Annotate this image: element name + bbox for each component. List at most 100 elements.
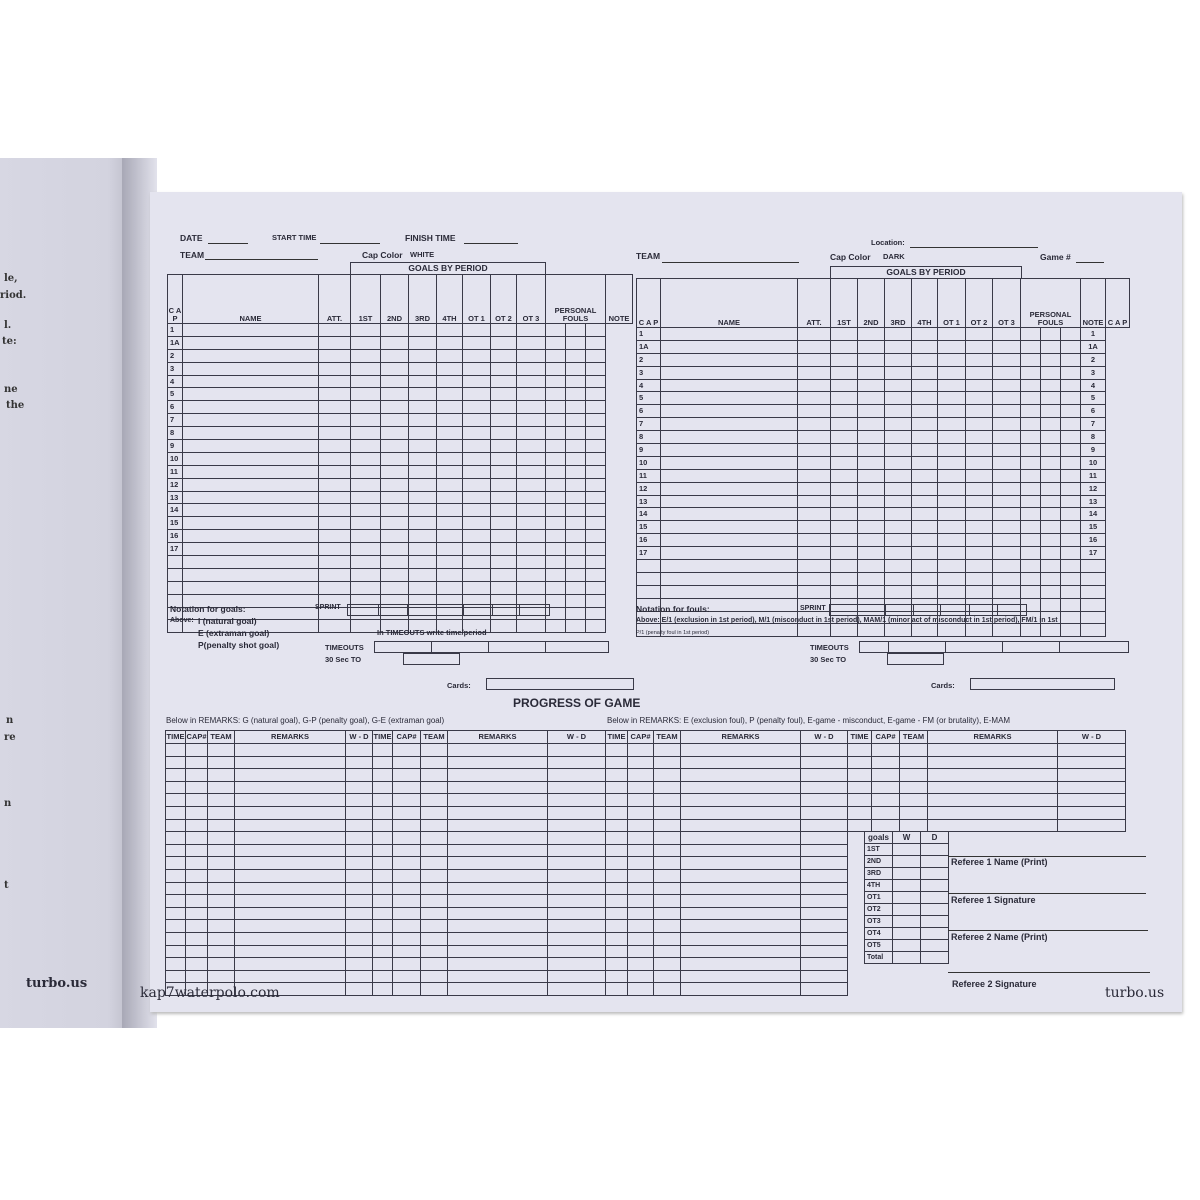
score-cell[interactable]: [965, 546, 993, 561]
progress-cell[interactable]: [847, 805, 872, 820]
score-cell[interactable]: [408, 439, 437, 453]
score-cell[interactable]: [830, 378, 858, 393]
score-cell[interactable]: [545, 335, 566, 350]
progress-cell[interactable]: [420, 805, 448, 820]
score-cell[interactable]: [1020, 507, 1041, 522]
score-cell[interactable]: [545, 503, 566, 518]
score-cell[interactable]: [992, 365, 1021, 380]
progress-cell[interactable]: [627, 969, 654, 984]
score-cell[interactable]: [911, 546, 938, 561]
progress-cell[interactable]: [345, 969, 373, 984]
progress-cell[interactable]: [165, 856, 186, 870]
score-cell[interactable]: [490, 400, 517, 415]
input-box[interactable]: [857, 604, 886, 616]
progress-cell[interactable]: [345, 831, 373, 845]
progress-cell[interactable]: [420, 969, 448, 984]
score-cell[interactable]: [565, 542, 586, 557]
score-cell[interactable]: [965, 584, 993, 599]
input-box[interactable]: [945, 641, 1003, 653]
d-cell[interactable]: [920, 843, 949, 856]
to30-left-box[interactable]: [403, 653, 460, 665]
score-cell[interactable]: [1059, 481, 1082, 496]
score-cell[interactable]: [884, 481, 912, 496]
progress-cell[interactable]: [800, 780, 848, 795]
progress-cell[interactable]: [447, 755, 548, 770]
score-cell[interactable]: [992, 391, 1021, 406]
score-cell[interactable]: [937, 494, 966, 509]
score-cell[interactable]: [660, 352, 798, 367]
score-cell[interactable]: [937, 571, 966, 586]
score-cell[interactable]: [1020, 391, 1041, 406]
score-cell[interactable]: [545, 413, 566, 428]
progress-cell[interactable]: [627, 780, 654, 795]
score-cell[interactable]: [350, 555, 381, 569]
progress-cell[interactable]: [547, 793, 606, 807]
score-cell[interactable]: [660, 533, 798, 548]
score-cell[interactable]: [182, 374, 319, 389]
progress-cell[interactable]: [207, 743, 235, 757]
score-cell[interactable]: [965, 520, 993, 535]
score-cell[interactable]: [911, 365, 938, 380]
score-cell[interactable]: [584, 567, 607, 582]
score-cell[interactable]: [516, 426, 546, 441]
score-cell[interactable]: [1040, 430, 1061, 445]
progress-cell[interactable]: [185, 957, 208, 971]
score-cell[interactable]: [911, 494, 938, 509]
score-cell[interactable]: [584, 529, 607, 544]
score-cell[interactable]: [1040, 546, 1061, 561]
input-box[interactable]: [463, 604, 493, 616]
score-cell[interactable]: [1059, 430, 1082, 445]
score-cell[interactable]: [182, 451, 319, 466]
progress-cell[interactable]: [185, 906, 208, 921]
progress-cell[interactable]: [234, 805, 346, 820]
progress-cell[interactable]: [605, 856, 628, 870]
progress-cell[interactable]: [392, 969, 421, 984]
score-cell[interactable]: [545, 451, 566, 466]
progress-cell[interactable]: [680, 755, 801, 770]
progress-cell[interactable]: [605, 982, 628, 996]
score-cell[interactable]: [545, 516, 566, 531]
score-cell[interactable]: [408, 567, 437, 582]
score-cell[interactable]: [884, 391, 912, 406]
score-cell[interactable]: [857, 520, 885, 535]
score-cell[interactable]: [992, 378, 1021, 393]
score-cell[interactable]: [436, 361, 463, 376]
progress-cell[interactable]: [800, 957, 848, 971]
progress-cell[interactable]: [165, 755, 186, 770]
progress-cell[interactable]: [605, 931, 628, 946]
progress-cell[interactable]: [345, 818, 373, 833]
progress-cell[interactable]: [871, 755, 900, 770]
progress-cell[interactable]: [165, 805, 186, 820]
score-cell[interactable]: [797, 443, 831, 457]
progress-cell[interactable]: [234, 881, 346, 896]
score-cell[interactable]: [911, 559, 938, 573]
score-cell[interactable]: [545, 348, 566, 363]
score-cell[interactable]: [516, 335, 546, 350]
score-cell[interactable]: [565, 361, 586, 376]
score-cell[interactable]: [1059, 468, 1082, 483]
progress-cell[interactable]: [800, 743, 848, 757]
score-cell[interactable]: [350, 580, 381, 595]
score-cell[interactable]: [318, 567, 351, 582]
score-cell[interactable]: [992, 584, 1021, 599]
score-cell[interactable]: [545, 439, 566, 453]
score-cell[interactable]: [965, 623, 993, 638]
score-cell[interactable]: [380, 361, 409, 376]
progress-cell[interactable]: [800, 944, 848, 959]
score-cell[interactable]: [937, 417, 966, 432]
d-cell[interactable]: [920, 867, 949, 880]
progress-cell[interactable]: [847, 743, 872, 757]
progress-cell[interactable]: [207, 969, 235, 984]
score-cell[interactable]: [380, 567, 409, 582]
score-cell[interactable]: [830, 559, 858, 573]
score-cell[interactable]: [937, 430, 966, 445]
progress-cell[interactable]: [207, 843, 235, 858]
progress-cell[interactable]: [207, 919, 235, 933]
score-cell[interactable]: [584, 503, 607, 518]
score-cell[interactable]: [992, 430, 1021, 445]
score-cell[interactable]: [350, 335, 381, 350]
progress-cell[interactable]: [927, 818, 1058, 833]
progress-cell[interactable]: [345, 805, 373, 820]
score-cell[interactable]: [660, 378, 798, 393]
progress-cell[interactable]: [899, 768, 928, 782]
